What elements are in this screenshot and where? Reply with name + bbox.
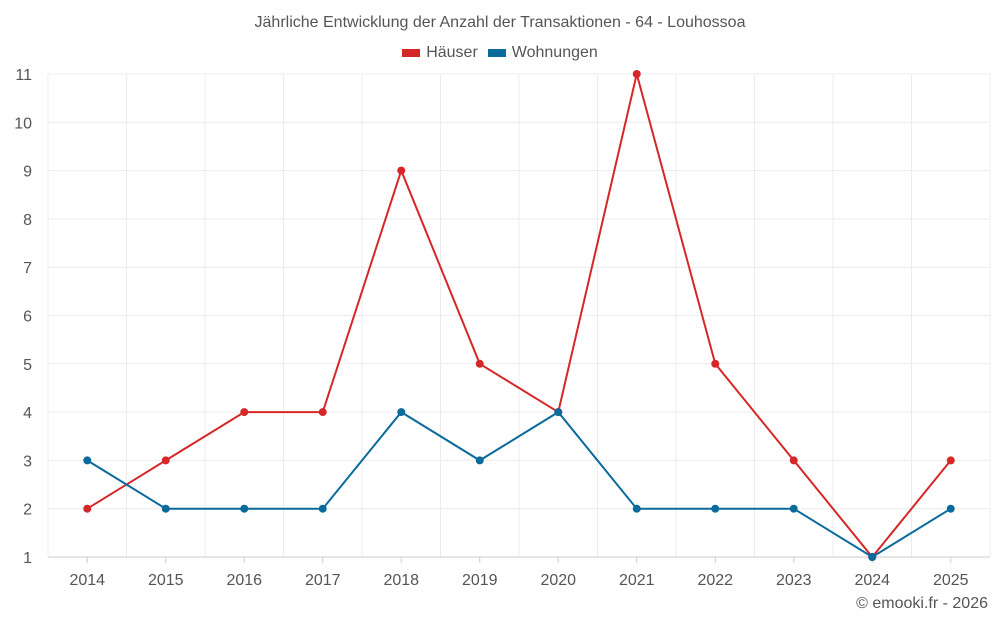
legend-label-wohnungen: Wohnungen: [511, 44, 598, 61]
data-point-series-0: [240, 408, 249, 417]
legend-swatch-wohnungen: [487, 49, 506, 57]
data-point-series-1: [161, 504, 170, 513]
data-point-series-0: [318, 408, 327, 417]
x-tick-label: 2023: [776, 572, 812, 589]
data-point-series-1: [83, 456, 92, 465]
y-tick-label: 2: [23, 502, 32, 519]
x-tick-label: 2019: [462, 572, 498, 589]
y-tick-label: 4: [23, 405, 32, 422]
y-tick-label: 8: [23, 212, 32, 229]
y-tick-label: 3: [23, 453, 32, 470]
x-tick-label: 2018: [383, 572, 419, 589]
data-point-series-1: [397, 408, 406, 417]
data-point-series-0: [632, 70, 641, 78]
data-point-series-1: [789, 504, 798, 513]
y-tick-label: 6: [23, 309, 32, 326]
x-tick-label: 2024: [854, 572, 890, 589]
series-line-0: [86, 73, 952, 559]
legend-swatch-haeuser: [402, 49, 421, 57]
x-tick-label: 2020: [540, 572, 576, 589]
x-tick-label: 2025: [933, 572, 969, 589]
y-tick-label: 7: [23, 260, 32, 277]
y-tick-label: 10: [14, 115, 32, 132]
data-point-series-1: [946, 504, 955, 513]
x-tick-label: 2014: [69, 572, 105, 589]
data-point-series-0: [83, 504, 92, 513]
data-point-series-0: [475, 359, 484, 368]
data-point-series-1: [868, 553, 877, 561]
legend-item-wohnungen[interactable]: Wohnungen: [487, 44, 598, 62]
chart-title: Jährliche Entwicklung der Anzahl der Tra…: [254, 14, 746, 31]
data-point-series-0: [161, 456, 170, 465]
data-point-series-1: [475, 456, 484, 465]
data-point-series-0: [711, 359, 720, 368]
credit-text: © emooki.fr - 2026: [856, 595, 988, 612]
data-point-series-1: [554, 408, 563, 417]
data-point-series-0: [397, 166, 406, 175]
y-tick-label: 5: [23, 357, 32, 374]
x-tick-label: 2015: [148, 572, 184, 589]
legend: Häuser Wohnungen: [0, 44, 1000, 62]
legend-item-haeuser[interactable]: Häuser: [402, 44, 478, 62]
x-tick-label: 2017: [305, 572, 341, 589]
data-point-series-0: [946, 456, 955, 465]
y-tick-label: 11: [15, 67, 32, 84]
series-line-1: [86, 410, 952, 559]
data-point-series-1: [240, 504, 249, 513]
x-tick-label: 2022: [697, 572, 733, 589]
data-point-series-1: [711, 504, 720, 513]
x-tick-label: 2021: [619, 572, 655, 589]
y-tick-label: 9: [23, 164, 32, 181]
legend-label-haeuser: Häuser: [426, 44, 478, 61]
data-point-series-0: [789, 456, 798, 465]
x-tick-label: 2016: [226, 572, 262, 589]
data-point-series-1: [318, 504, 327, 513]
data-point-series-1: [632, 504, 641, 513]
y-tick-label: 1: [23, 550, 32, 567]
